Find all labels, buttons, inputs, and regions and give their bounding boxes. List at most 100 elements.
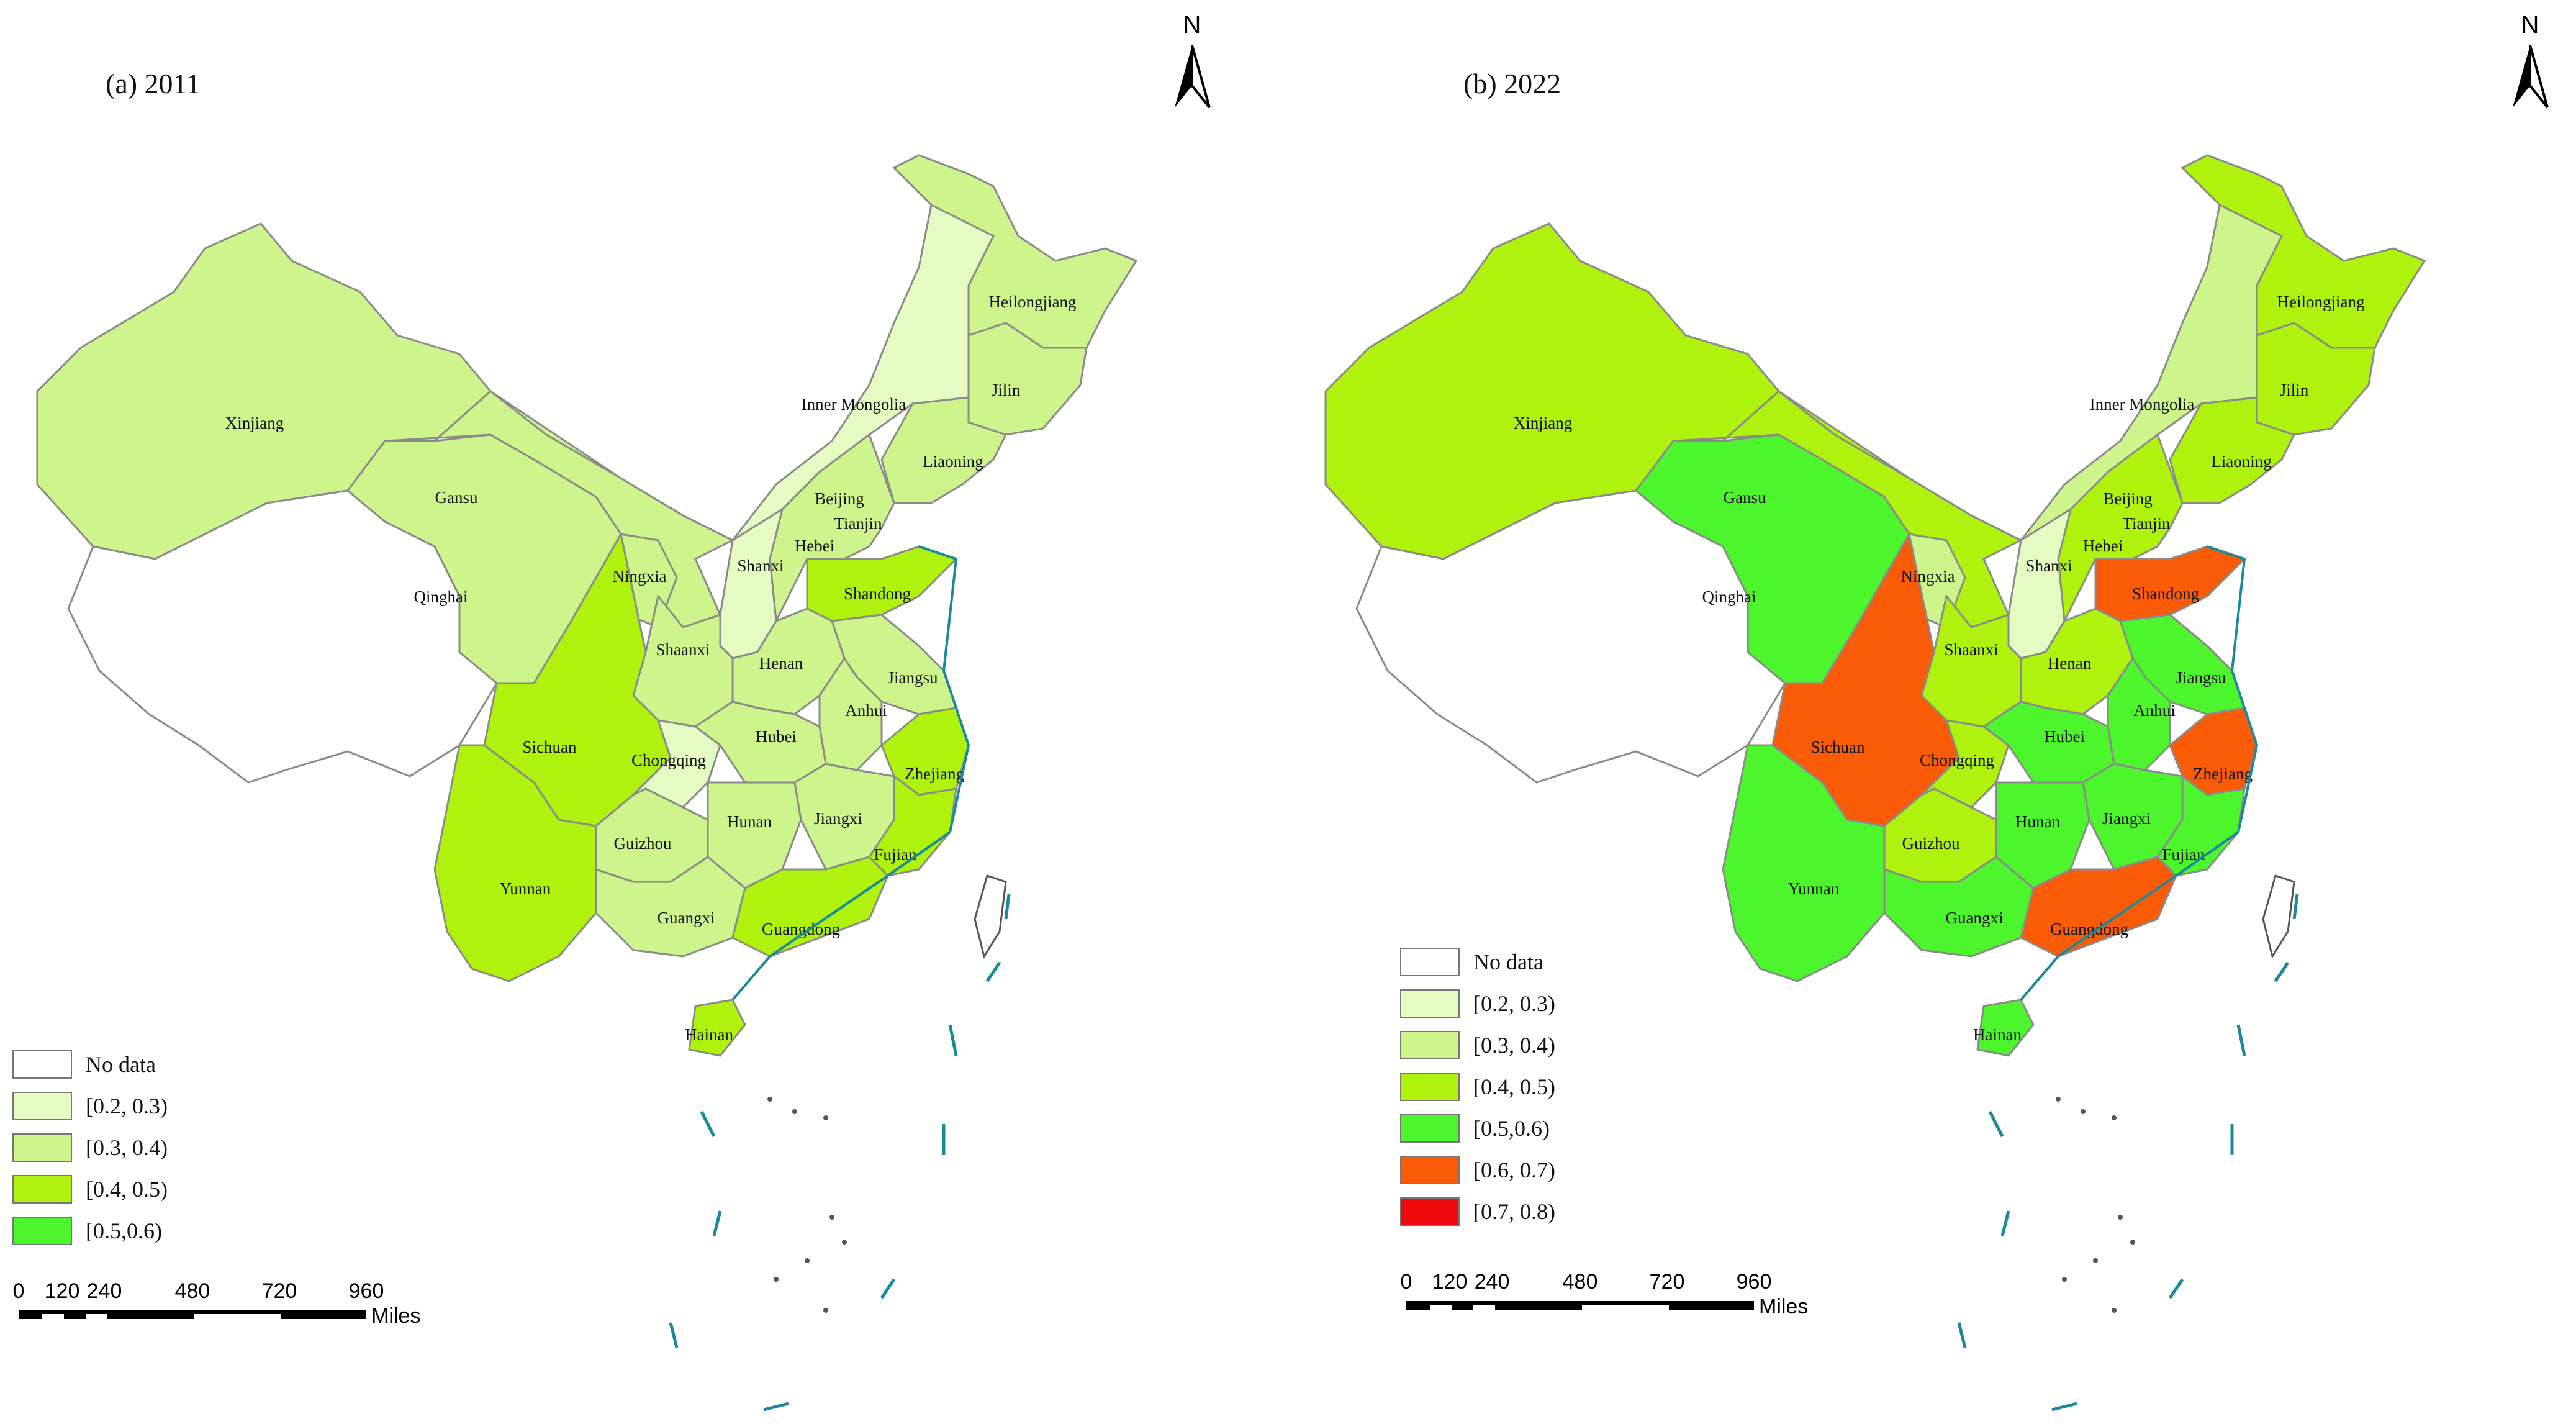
legend-label: No data — [86, 1051, 156, 1077]
province-label: Shandong — [844, 584, 911, 603]
nine-dash-line-segment — [1957, 1322, 1967, 1348]
coastline — [731, 545, 970, 1001]
legend-item: [0.2, 0.3) — [12, 1085, 168, 1127]
province-label: Hebei — [2083, 537, 2123, 555]
province-label: Guangxi — [658, 909, 715, 927]
island-dot — [805, 1258, 810, 1263]
legend-label: [0.4, 0.5) — [1473, 1074, 1555, 1099]
legend-item: [0.3, 0.4) — [12, 1127, 168, 1168]
nine-dash-line-segment — [2236, 1024, 2246, 1056]
province-label: Jilin — [2280, 381, 2309, 399]
legend-swatch — [12, 1174, 72, 1204]
island-dot — [2062, 1277, 2067, 1282]
province-label: Hunan — [2015, 812, 2060, 831]
legend-label: [0.5,0.6) — [1473, 1115, 1550, 1141]
province-label: Liaoning — [923, 452, 983, 471]
province-label: Heilongjiang — [2277, 293, 2365, 311]
island-dot — [2081, 1109, 2086, 1114]
nine-dash-line-segment — [948, 1024, 958, 1056]
island-dot — [823, 1115, 828, 1120]
province-label: Hebei — [795, 537, 834, 555]
scale-tick-label: 120 — [1432, 1270, 1468, 1294]
legend-item: [0.6, 0.7) — [1400, 1149, 1555, 1190]
province-label: Anhui — [2133, 701, 2176, 720]
scale-tick-label: 120 — [44, 1279, 80, 1303]
province-label: Inner Mongolia — [802, 395, 906, 414]
province-label: Tianjin — [834, 514, 882, 533]
map-panel-2022: Xinjiang Qinghai Gansu Ningxia Inner Mongoli… — [1288, 0, 2576, 1424]
province-guangdong — [2020, 856, 2177, 958]
island-dot — [2093, 1258, 2098, 1263]
legend-swatch — [12, 1050, 72, 1079]
island-dot — [2130, 1240, 2135, 1245]
scale-units: Miles — [371, 1304, 421, 1328]
province-fujian — [2156, 774, 2246, 877]
legend-label: [0.2, 0.3) — [1473, 991, 1555, 1016]
nine-dash-line-segment — [1004, 894, 1011, 920]
island-dot — [823, 1308, 828, 1313]
nine-dash-line-segment — [2292, 894, 2299, 920]
province-label: Shanxi — [2025, 556, 2072, 575]
province-label: Yunnan — [500, 879, 551, 898]
legend-swatch — [1400, 1030, 1460, 1059]
province-label: Hubei — [756, 727, 797, 746]
island-dot — [2118, 1215, 2123, 1220]
scale-tick-label: 0 — [12, 1279, 25, 1303]
province-fujian — [868, 774, 957, 877]
scale-tick-label: 720 — [261, 1279, 297, 1303]
scale-tick-label: 0 — [1400, 1270, 1412, 1294]
nine-dash-line-segment — [700, 1110, 716, 1138]
north-label: N — [1183, 11, 1201, 39]
north-arrow-icon: N — [1167, 11, 1217, 111]
scale-tick-label: 480 — [174, 1279, 210, 1303]
legend-label: [0.4, 0.5) — [86, 1176, 168, 1202]
legend-swatch — [12, 1133, 72, 1162]
province-label: Hainan — [1973, 1025, 2022, 1044]
province-liaoning — [880, 396, 1008, 504]
scale-tick-label: 960 — [1736, 1270, 1772, 1294]
province-label: Xinjiang — [1514, 414, 1573, 432]
legend-item: [0.2, 0.3) — [1400, 982, 1555, 1024]
province-label: Tianjin — [2122, 514, 2171, 533]
province-label: Shaanxi — [656, 640, 710, 659]
island-dot — [842, 1240, 847, 1245]
island-dot — [774, 1277, 779, 1282]
panel-title: (b) 2022 — [1463, 68, 1561, 99]
legend-label: [0.5,0.6) — [86, 1218, 162, 1243]
province-liaoning — [2169, 396, 2296, 504]
legend-swatch — [12, 1091, 72, 1120]
legend-swatch — [1400, 1072, 1460, 1101]
nine-dash-line-segment — [2051, 1402, 2077, 1412]
legend-label: [0.2, 0.3) — [86, 1093, 168, 1118]
legend-label: [0.3, 0.4) — [1473, 1032, 1555, 1058]
province-hubei — [694, 701, 827, 784]
province-label: Jiangsu — [888, 668, 939, 687]
legend-label: No data — [1473, 949, 1543, 974]
province-label: Gansu — [1724, 488, 1766, 507]
scale-tick-label: 240 — [86, 1279, 122, 1303]
province-hainan — [1976, 999, 2035, 1057]
province-label: Henan — [2048, 654, 2092, 673]
taiwan-outline — [974, 874, 1007, 959]
nine-dash-line-segment — [880, 1278, 896, 1299]
nine-dash-line-segment — [2274, 961, 2290, 982]
scale-bar: 0 120 240 480 720 960 Miles — [1400, 1270, 1847, 1345]
scale-tick-label: 240 — [1474, 1270, 1510, 1294]
north-label: N — [2521, 11, 2539, 39]
province-tibet — [1355, 489, 1786, 784]
coastline — [2020, 545, 2259, 1001]
province-tibet — [67, 489, 498, 784]
island-dot — [2112, 1308, 2117, 1313]
province-label: Anhui — [845, 701, 887, 720]
scale-track — [19, 1310, 366, 1319]
province-label: Gansu — [435, 488, 478, 507]
province-label: Hubei — [2044, 727, 2085, 746]
province-label: Sichuan — [1811, 738, 1865, 756]
province-label: Beijing — [815, 489, 864, 508]
province-label: Hainan — [685, 1025, 733, 1044]
province-label: Chongqing — [1920, 751, 1994, 769]
province-label: Jiangxi — [2102, 809, 2151, 828]
province-label: Qinghai — [414, 587, 468, 606]
province-label: Sichuan — [523, 738, 577, 756]
province-label: Jiangxi — [814, 809, 862, 828]
